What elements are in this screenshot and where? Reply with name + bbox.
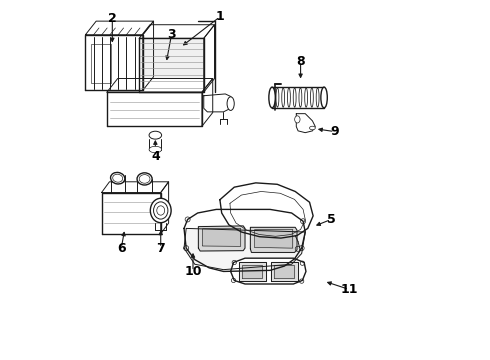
- Ellipse shape: [293, 88, 296, 107]
- Text: 5: 5: [327, 213, 336, 226]
- Ellipse shape: [310, 126, 315, 130]
- Polygon shape: [101, 182, 169, 193]
- Ellipse shape: [111, 172, 125, 184]
- Text: 3: 3: [167, 28, 176, 41]
- Text: 7: 7: [156, 242, 165, 255]
- Polygon shape: [203, 228, 241, 246]
- Text: 4: 4: [151, 150, 160, 163]
- Ellipse shape: [149, 131, 162, 139]
- Polygon shape: [184, 210, 305, 271]
- Ellipse shape: [299, 88, 302, 107]
- Polygon shape: [296, 114, 315, 133]
- Text: 9: 9: [330, 125, 339, 138]
- Polygon shape: [231, 258, 306, 284]
- Polygon shape: [271, 262, 298, 281]
- Ellipse shape: [150, 198, 171, 223]
- Polygon shape: [184, 228, 305, 270]
- Polygon shape: [204, 25, 215, 92]
- Ellipse shape: [294, 116, 300, 123]
- Polygon shape: [139, 39, 204, 92]
- Text: 2: 2: [108, 12, 117, 25]
- Polygon shape: [250, 227, 297, 252]
- Bar: [91, 44, 111, 83]
- Text: 11: 11: [340, 283, 358, 296]
- Polygon shape: [202, 78, 213, 126]
- Ellipse shape: [137, 173, 152, 185]
- Ellipse shape: [149, 146, 162, 153]
- Text: 1: 1: [216, 10, 224, 23]
- Ellipse shape: [288, 88, 291, 107]
- Polygon shape: [85, 21, 153, 35]
- Polygon shape: [204, 94, 233, 112]
- Text: 10: 10: [184, 265, 202, 278]
- Polygon shape: [139, 25, 215, 39]
- Text: 6: 6: [117, 242, 125, 255]
- Polygon shape: [242, 265, 262, 278]
- Polygon shape: [239, 262, 266, 281]
- Polygon shape: [107, 78, 213, 92]
- Polygon shape: [143, 21, 153, 90]
- Polygon shape: [101, 193, 161, 234]
- Ellipse shape: [276, 88, 279, 107]
- Polygon shape: [255, 229, 293, 248]
- Ellipse shape: [113, 174, 122, 182]
- Polygon shape: [161, 182, 169, 234]
- Polygon shape: [85, 35, 143, 90]
- Ellipse shape: [227, 97, 234, 111]
- Polygon shape: [107, 92, 202, 126]
- Ellipse shape: [311, 88, 313, 107]
- Ellipse shape: [282, 88, 285, 107]
- Text: 8: 8: [296, 55, 305, 68]
- Ellipse shape: [139, 175, 150, 183]
- Polygon shape: [198, 226, 245, 251]
- Ellipse shape: [269, 87, 275, 108]
- Ellipse shape: [321, 87, 327, 108]
- Polygon shape: [274, 265, 294, 278]
- Ellipse shape: [316, 88, 319, 107]
- Ellipse shape: [305, 88, 308, 107]
- Polygon shape: [220, 183, 313, 238]
